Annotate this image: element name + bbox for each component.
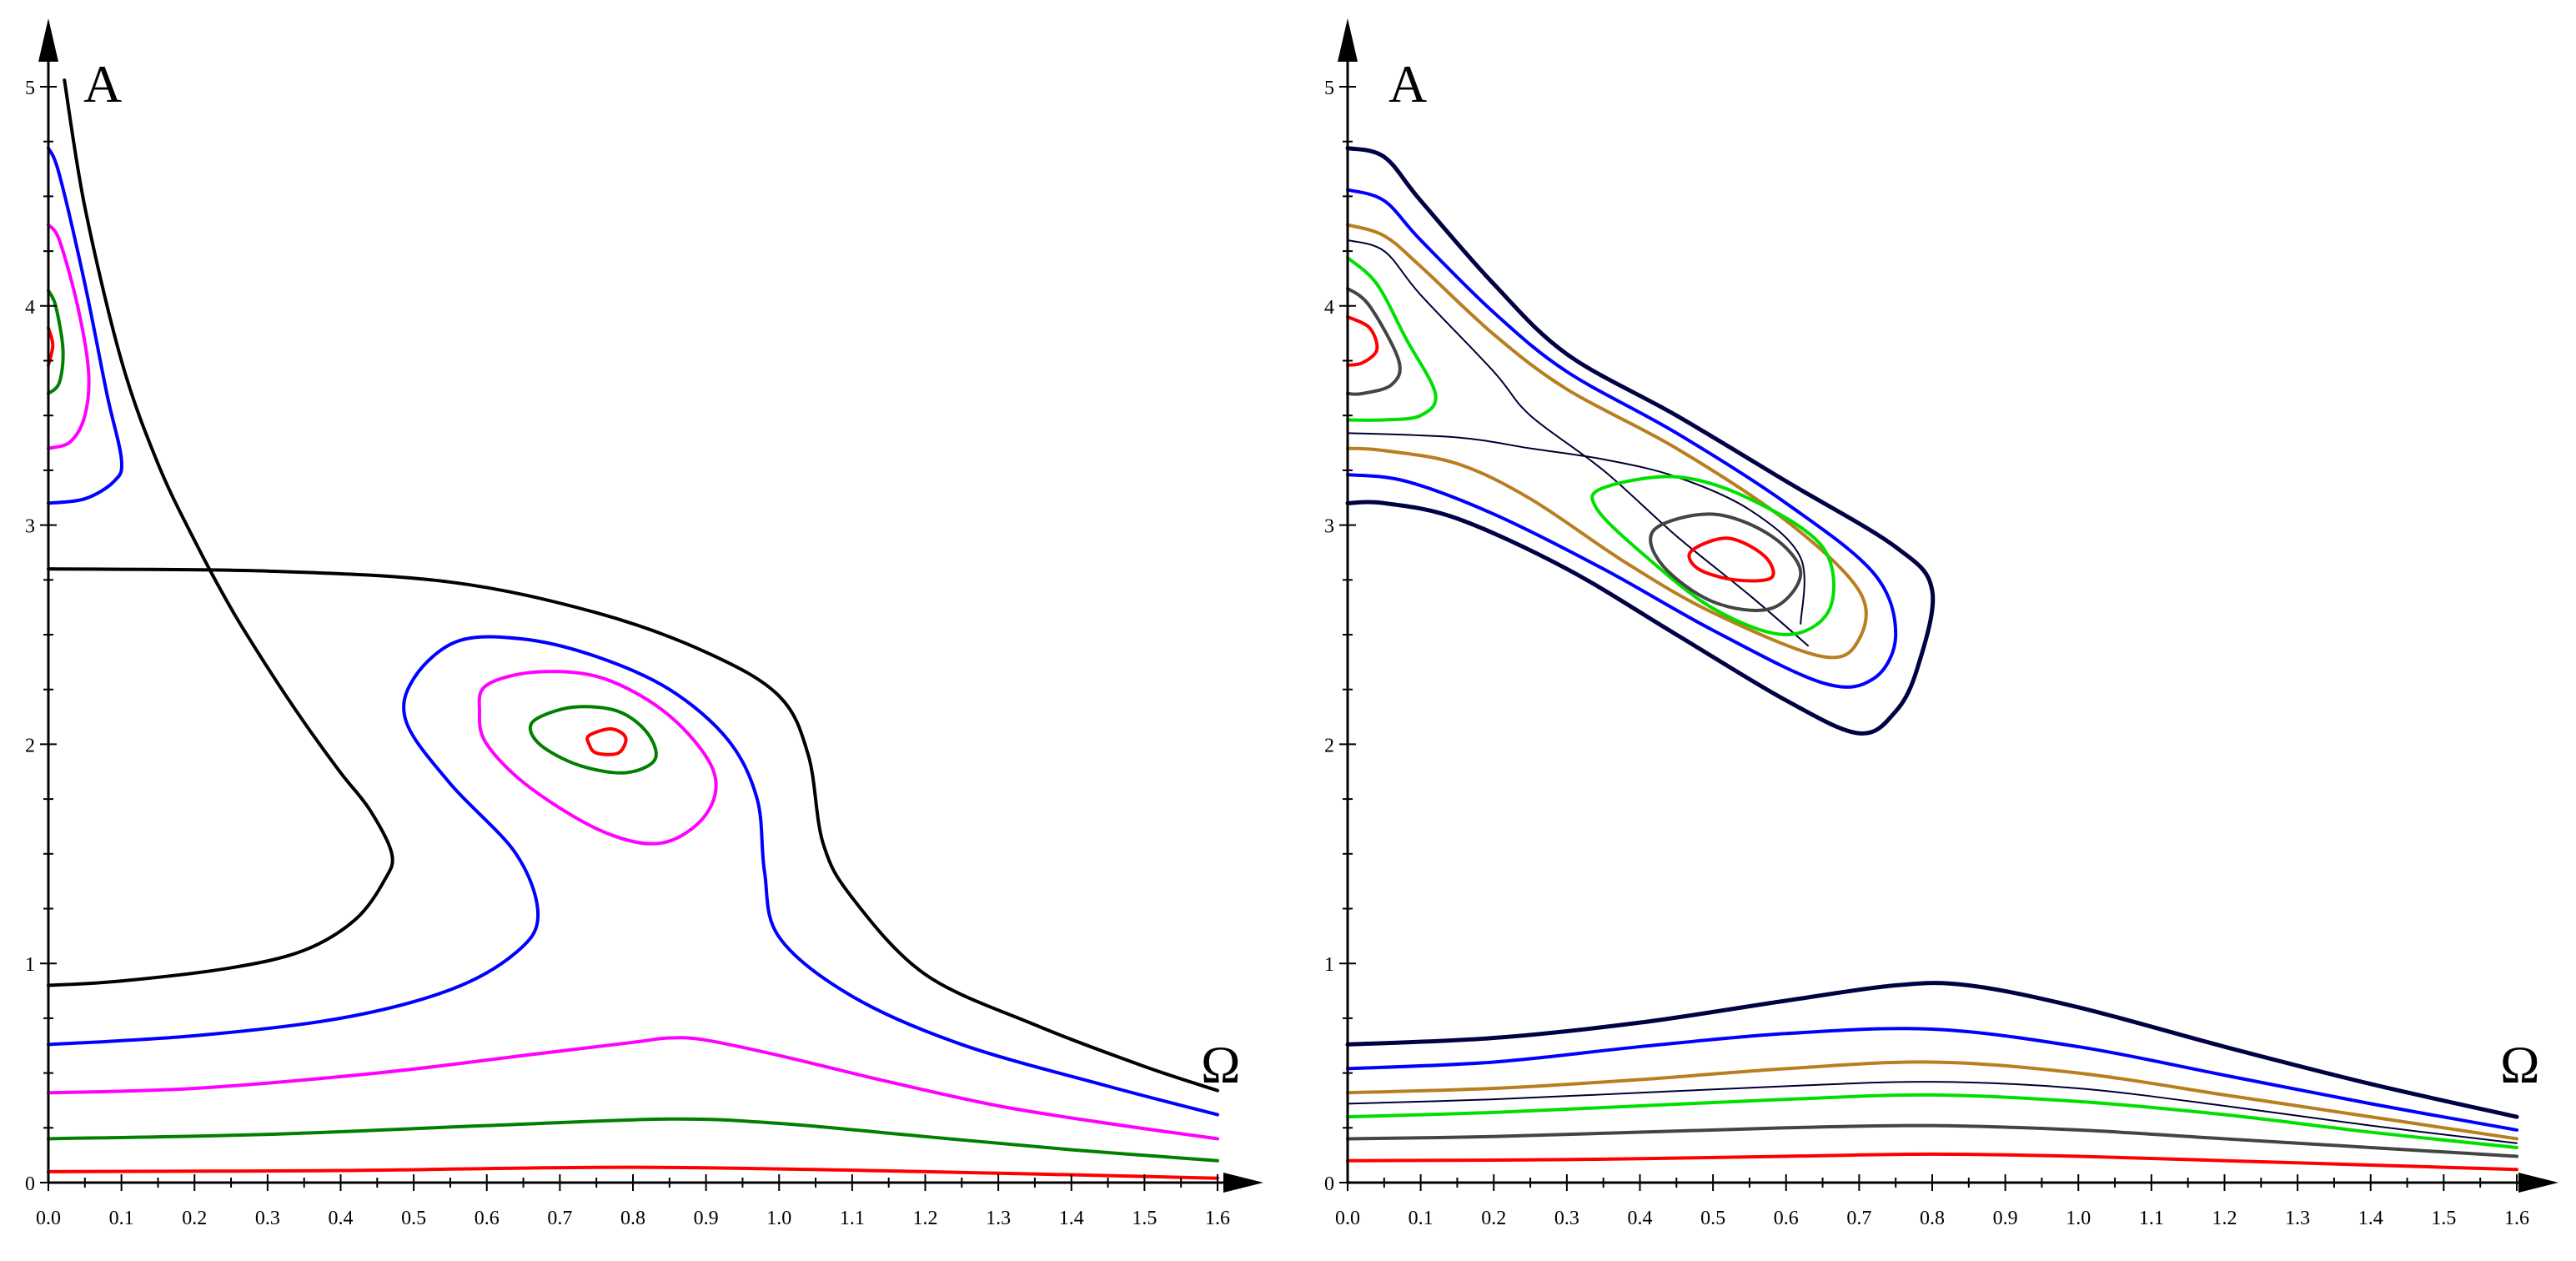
x-tick-label: 0.7 [547,1208,572,1229]
series-gray-island [1649,512,1803,612]
series-red-main [47,1165,1219,1180]
x-tick-label: 1.1 [840,1208,865,1229]
x-tick-label: 0.3 [1554,1208,1579,1229]
series-thin-lower [1347,1081,2518,1144]
x-tick-label: 0.0 [1335,1208,1360,1229]
y-tick-label: 4 [25,297,35,319]
series-bronze-lower [1346,1060,2518,1141]
y-axis-arrow [38,18,58,62]
series-gray-lower [1346,1123,2518,1158]
y-tick-label: 5 [1324,78,1334,99]
x-tick-label: 1.4 [2358,1208,2383,1229]
y-tick-label: 3 [25,516,35,538]
y-tick-label: 0 [1324,1173,1334,1195]
y-tick-label: 5 [25,78,35,99]
series-green-left-lobe [47,289,65,395]
series-separatrix-inner [47,567,1219,1093]
x-axis-label: Ω [1201,1035,1241,1094]
x-tick-label: 1.4 [1059,1208,1084,1229]
x-tick-label: 1.2 [913,1208,938,1229]
series-blue-main [47,635,1219,1117]
series-blue-lower [1346,1027,2518,1132]
x-tick-label: 0.2 [182,1208,207,1229]
series-separatrix-outer [47,78,394,987]
series-gray-upper-lobe [1346,286,1402,396]
x-tick-label: 0.5 [401,1208,426,1229]
x-tick-label: 1.1 [2139,1208,2164,1229]
series-green-island [1590,475,1835,636]
x-tick-label: 0.8 [1920,1208,1945,1229]
y-tick-label: 2 [25,735,35,756]
series-red-upper-lobe [1346,314,1379,367]
y-axis-label: A [83,54,122,113]
series-green-island [528,705,658,775]
series-magenta-island [477,670,718,846]
x-tick-label: 1.5 [2431,1208,2456,1229]
x-tick-label: 0.5 [1700,1208,1725,1229]
x-tick-label: 0.4 [1628,1208,1653,1229]
x-axis-label: Ω [2500,1035,2540,1094]
series-navy-upper-outer [1345,146,1936,736]
series-blue-left-lobe [47,146,123,505]
series-thin-separatrix [1347,239,1810,647]
x-tick-label: 0.1 [1409,1208,1434,1229]
y-axis-arrow [1338,18,1358,62]
series-green-main [47,1117,1219,1163]
x-tick-label: 1.6 [1205,1208,1230,1229]
series-thin-separatrix-lower [1347,432,1805,625]
series-navy-lower [1345,981,2519,1119]
x-tick-label: 0.4 [329,1208,354,1229]
x-tick-label: 1.5 [1132,1208,1157,1229]
y-tick-label: 3 [1324,516,1334,538]
y-tick-label: 4 [1324,297,1334,319]
x-tick-label: 0.9 [1993,1208,2018,1229]
y-tick-label: 1 [1324,954,1334,976]
chart-panel-left: 0.0 0.1 0.2 0.3 0.4 0.5 0.6 0.7 0.8 0.9 1.0 1.1 1.2 1… [25,18,1263,1229]
x-tick-label: 1.3 [2285,1208,2310,1229]
x-tick-label: 1.0 [766,1208,791,1229]
x-tick-label: 0.6 [1774,1208,1799,1229]
x-tick-label: 0.2 [1481,1208,1506,1229]
series-bronze-upper [1346,223,1868,660]
x-tick-label: 1.3 [986,1208,1011,1229]
y-tick-label: 2 [1324,735,1334,756]
y-tick-label: 1 [25,954,35,976]
x-tick-label: 0.3 [255,1208,280,1229]
y-tick-label: 0 [25,1173,35,1195]
series-red-island [585,726,628,756]
x-tick-label: 1.0 [2066,1208,2091,1229]
x-tick-label: 1.2 [2212,1208,2237,1229]
x-tick-label: 0.0 [36,1208,61,1229]
x-tick-label: 0.6 [475,1208,500,1229]
x-tick-label: 0.8 [620,1208,645,1229]
chart-panel-right: 0.0 0.1 0.2 0.3 0.4 0.5 0.6 0.7 0.8 0.9 1.0 1.1 1.2 1… [1324,18,2558,1229]
x-tick-label: 0.9 [694,1208,719,1229]
x-tick-label: 0.1 [109,1208,134,1229]
series-red-lower [1346,1152,2518,1172]
x-axis-arrow [2518,1173,2558,1193]
y-axis-label: A [1388,54,1427,113]
x-tick-label: 1.6 [2504,1208,2529,1229]
series-green-lower [1346,1093,2518,1149]
series-magenta-left-lobe [47,223,91,450]
series-magenta-main [47,1036,1219,1141]
series-green-upper-lobe [1346,255,1438,422]
series-red-island [1687,536,1775,583]
x-tick-label: 0.7 [1846,1208,1871,1229]
x-axis-arrow [1223,1173,1263,1193]
series-blue-upper [1346,188,1898,689]
